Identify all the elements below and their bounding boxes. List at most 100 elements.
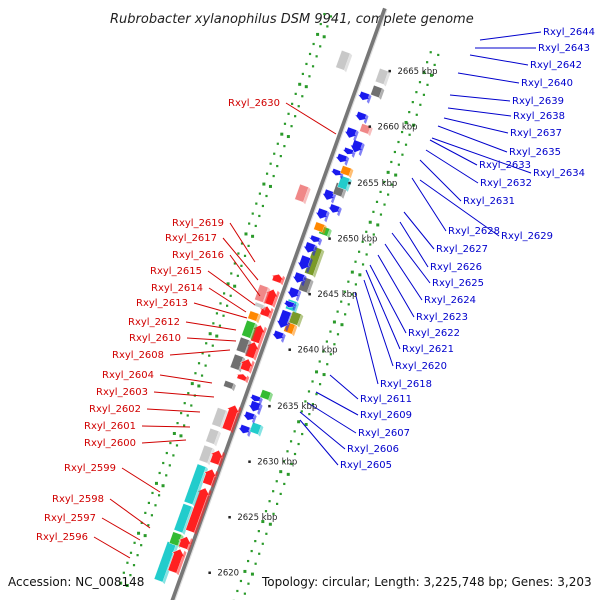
tick-dot	[125, 583, 129, 587]
tick-dot	[147, 501, 151, 505]
tick-dot	[332, 320, 336, 324]
tick-dot	[304, 400, 307, 403]
gene-label-plus: Rxyl_2612	[128, 317, 180, 328]
gene-label-minus: Rxyl_2620	[395, 361, 447, 372]
gene-shadow	[214, 431, 221, 447]
gene-shadow	[366, 94, 372, 104]
gene-shadow	[353, 130, 359, 142]
tick-dot	[222, 292, 226, 295]
tick-dot	[269, 162, 272, 165]
gene-shadow	[331, 192, 337, 204]
gene-labels: Rxyl_2630 Rxyl_2619 Rxyl_2617 Rxyl_2616 Rxyl…	[36, 27, 595, 543]
leader-line	[222, 237, 259, 281]
tick-dot	[194, 372, 197, 375]
tick-dot	[316, 32, 320, 36]
gene-label-plus: Rxyl_2598	[52, 494, 104, 505]
tick-dot	[147, 524, 150, 527]
tick-dot	[297, 442, 300, 446]
gene-shadow	[218, 451, 226, 467]
tick-dot	[275, 480, 278, 483]
leader-line	[411, 177, 447, 232]
leader-line	[208, 287, 247, 313]
gene-label-plus: Rxyl_2599	[64, 463, 116, 474]
kbp-tick	[348, 181, 351, 185]
tick-dot	[351, 293, 354, 296]
tick-dot	[226, 282, 230, 286]
gene-shadow	[344, 156, 350, 166]
tick-dot	[291, 102, 294, 105]
leader-line	[447, 107, 512, 117]
tick-dot	[246, 559, 250, 563]
gene-track	[153, 50, 391, 585]
tick-dot	[340, 300, 343, 303]
gene-shadow	[257, 403, 263, 416]
gene-label-plus: Rxyl_2610	[129, 333, 181, 344]
gene-label-minus: Rxyl_2611	[360, 394, 412, 405]
tick-dot	[333, 343, 336, 346]
tick-dot	[244, 232, 248, 236]
tick-dot	[133, 541, 136, 544]
tick-dot	[294, 92, 297, 95]
leader-line	[307, 402, 357, 434]
gene-shadow	[318, 238, 323, 246]
kbp-label: 2645 kbp	[317, 290, 357, 300]
gene-label-plus: Rxyl_2604	[102, 370, 154, 381]
tick-dot	[262, 182, 266, 186]
leader-line	[169, 349, 231, 356]
leader-line	[185, 321, 237, 331]
tick-dot	[293, 430, 296, 433]
tick-dot	[415, 113, 418, 116]
gene-shadow	[295, 290, 302, 302]
gene-shadow	[291, 324, 298, 337]
tick-dot	[311, 380, 314, 383]
gene-label-minus: Rxyl_2629	[501, 231, 553, 242]
tick-dot	[257, 530, 260, 533]
gene-shadow	[344, 53, 353, 73]
tick-dot	[329, 353, 332, 356]
tick-dot	[376, 223, 380, 227]
gene-shadow	[256, 313, 261, 324]
leader-line	[153, 391, 215, 398]
tick-dot	[140, 521, 143, 524]
tick-dot	[311, 403, 315, 406]
leader-line	[384, 243, 423, 301]
tick-dot	[150, 514, 154, 517]
tick-dot	[315, 55, 318, 58]
kbp-tick	[308, 292, 311, 296]
leader-line	[101, 517, 141, 541]
gene-label-minus: Rxyl_2635	[509, 147, 561, 158]
tick-dot	[358, 273, 362, 277]
tick-dot	[386, 170, 390, 174]
tick-dot	[187, 392, 190, 395]
tick-dot	[175, 444, 179, 447]
tick-dot	[383, 180, 386, 184]
tick-dot	[372, 233, 375, 236]
gene-label-plus: Rxyl_2613	[136, 298, 188, 309]
tick-dot	[276, 502, 279, 505]
gene-shadow	[262, 305, 267, 311]
tick-dot	[387, 193, 390, 196]
gene-shadow	[281, 333, 286, 343]
tick-dot	[261, 204, 265, 208]
tick-dot	[343, 290, 346, 293]
gene-label-minus: Rxyl_2631	[463, 196, 515, 207]
gene-label-minus: Rxyl_2643	[538, 43, 590, 54]
tick-dot	[240, 242, 244, 245]
leader-line	[399, 221, 429, 268]
tick-dot	[119, 581, 123, 585]
tick-dot	[308, 75, 311, 78]
leader-line	[469, 54, 529, 66]
tick-dot	[215, 334, 219, 338]
tick-dot	[354, 283, 357, 286]
tick-dot	[400, 130, 404, 134]
tick-dot	[280, 132, 284, 136]
tick-dot	[286, 135, 290, 139]
tick-dot	[344, 313, 347, 316]
tick-dot	[157, 494, 161, 497]
gene-label-plus: Rxyl_2603	[96, 387, 148, 398]
gene-arrow	[327, 203, 342, 214]
tick-dot	[268, 184, 272, 188]
gene-label-minus: Rxyl_2634	[533, 168, 585, 179]
tick-dot	[283, 122, 287, 125]
